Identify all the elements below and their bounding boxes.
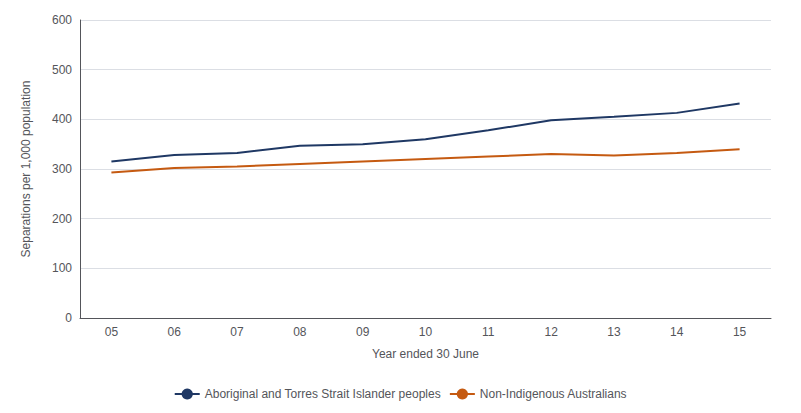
svg-text:05: 05 [105, 325, 119, 339]
svg-text:09: 09 [356, 325, 370, 339]
svg-text:15: 15 [733, 325, 747, 339]
svg-text:Non-Indigenous Australians: Non-Indigenous Australians [480, 387, 627, 401]
svg-text:13: 13 [607, 325, 621, 339]
svg-text:10: 10 [419, 325, 433, 339]
svg-text:06: 06 [168, 325, 182, 339]
svg-text:600: 600 [52, 13, 72, 27]
svg-text:0: 0 [65, 311, 72, 325]
svg-text:Separations per 1,000 populati: Separations per 1,000 population [19, 81, 33, 258]
svg-text:11: 11 [482, 325, 495, 339]
svg-text:07: 07 [230, 325, 244, 339]
svg-text:Aboriginal and Torres Strait I: Aboriginal and Torres Strait Islander pe… [205, 387, 441, 401]
svg-text:500: 500 [52, 63, 72, 77]
svg-text:12: 12 [544, 325, 558, 339]
svg-text:Year ended 30 June: Year ended 30 June [372, 347, 479, 361]
svg-text:400: 400 [52, 112, 72, 126]
svg-text:200: 200 [52, 212, 72, 226]
svg-text:08: 08 [293, 325, 307, 339]
svg-text:14: 14 [670, 325, 684, 339]
svg-text:100: 100 [52, 261, 72, 275]
svg-text:300: 300 [52, 162, 72, 176]
